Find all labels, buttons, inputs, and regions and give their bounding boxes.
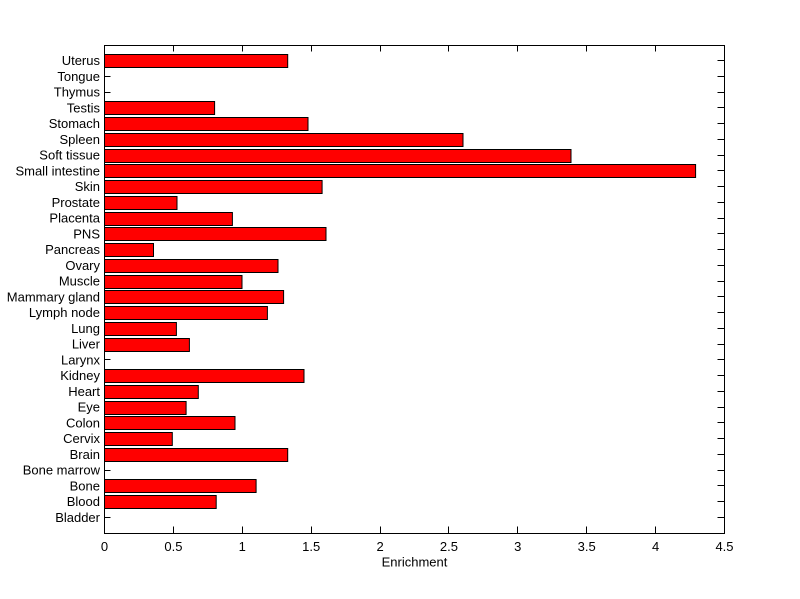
svg-text:Small intestine: Small intestine xyxy=(15,163,100,178)
svg-text:Tongue: Tongue xyxy=(57,69,100,84)
svg-text:Bone marrow: Bone marrow xyxy=(23,463,101,478)
svg-text:Muscle: Muscle xyxy=(59,274,100,289)
svg-text:Enrichment: Enrichment xyxy=(382,555,448,570)
svg-text:Skin: Skin xyxy=(75,179,100,194)
svg-text:Mammary gland: Mammary gland xyxy=(7,289,100,304)
svg-text:Placenta: Placenta xyxy=(49,211,100,226)
svg-text:2.5: 2.5 xyxy=(440,539,458,554)
svg-text:1.5: 1.5 xyxy=(302,539,320,554)
svg-text:3: 3 xyxy=(514,539,521,554)
svg-text:Cervix: Cervix xyxy=(63,431,100,446)
svg-text:Colon: Colon xyxy=(66,415,100,430)
svg-text:Thymus: Thymus xyxy=(54,85,101,100)
svg-text:PNS: PNS xyxy=(73,226,100,241)
svg-text:0: 0 xyxy=(101,539,108,554)
svg-text:Soft tissue: Soft tissue xyxy=(39,148,100,163)
svg-text:0.5: 0.5 xyxy=(164,539,182,554)
svg-text:Blood: Blood xyxy=(67,494,100,509)
svg-text:Lymph node: Lymph node xyxy=(29,305,100,320)
svg-text:Heart: Heart xyxy=(68,384,100,399)
svg-text:4: 4 xyxy=(652,539,659,554)
svg-text:Prostate: Prostate xyxy=(52,195,100,210)
svg-text:4.5: 4.5 xyxy=(715,539,733,554)
svg-text:Spleen: Spleen xyxy=(60,132,100,147)
svg-text:Bladder: Bladder xyxy=(55,510,100,525)
svg-text:Pancreas: Pancreas xyxy=(45,242,100,257)
svg-text:3.5: 3.5 xyxy=(578,539,596,554)
svg-text:Testis: Testis xyxy=(67,100,101,115)
svg-text:Eye: Eye xyxy=(78,400,100,415)
svg-text:Brain: Brain xyxy=(70,447,100,462)
svg-text:1: 1 xyxy=(239,539,246,554)
svg-text:Larynx: Larynx xyxy=(61,352,101,367)
svg-text:Bone: Bone xyxy=(70,478,100,493)
svg-text:Kidney: Kidney xyxy=(60,368,100,383)
svg-text:2: 2 xyxy=(376,539,383,554)
svg-text:Lung: Lung xyxy=(71,321,100,336)
svg-text:Stomach: Stomach xyxy=(49,116,100,131)
svg-text:Liver: Liver xyxy=(72,337,101,352)
svg-text:Ovary: Ovary xyxy=(65,258,100,273)
svg-text:Uterus: Uterus xyxy=(62,53,101,68)
